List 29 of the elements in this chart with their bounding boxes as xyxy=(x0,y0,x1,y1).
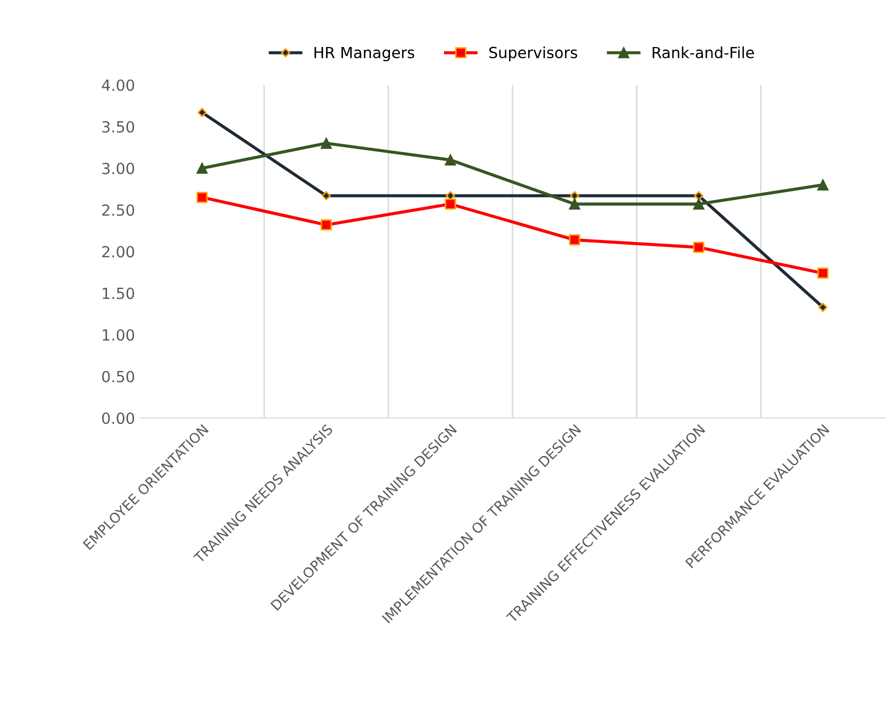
point xyxy=(570,191,580,200)
legend-label: Supervisors xyxy=(489,46,578,62)
point xyxy=(196,192,208,203)
legend-label: Rank-and-File xyxy=(652,46,754,58)
point xyxy=(817,179,828,190)
point xyxy=(693,198,704,210)
point xyxy=(569,234,580,246)
point xyxy=(694,191,704,200)
y-tick-label: 2.50 xyxy=(102,204,134,216)
point xyxy=(444,198,456,210)
point xyxy=(817,268,828,279)
point xyxy=(320,219,332,230)
point xyxy=(322,191,331,200)
y-tick-label: 2.00 xyxy=(102,246,134,258)
point xyxy=(196,162,208,174)
point xyxy=(320,138,332,149)
y-tick-label: 4.00 xyxy=(102,79,134,92)
y-tick-label: 1.50 xyxy=(102,288,134,300)
point xyxy=(818,302,828,312)
legend-label: HR Managers xyxy=(314,46,414,62)
y-tick-label: 0.00 xyxy=(102,412,134,424)
point xyxy=(693,242,704,253)
y-tick-label: 3.50 xyxy=(102,121,134,133)
point xyxy=(569,198,580,210)
y-tick-label: 3.00 xyxy=(102,162,134,174)
point xyxy=(197,108,207,118)
y-tick-label: 1.00 xyxy=(102,329,134,341)
point xyxy=(444,154,456,166)
y-tick-label: 0.50 xyxy=(102,370,134,382)
